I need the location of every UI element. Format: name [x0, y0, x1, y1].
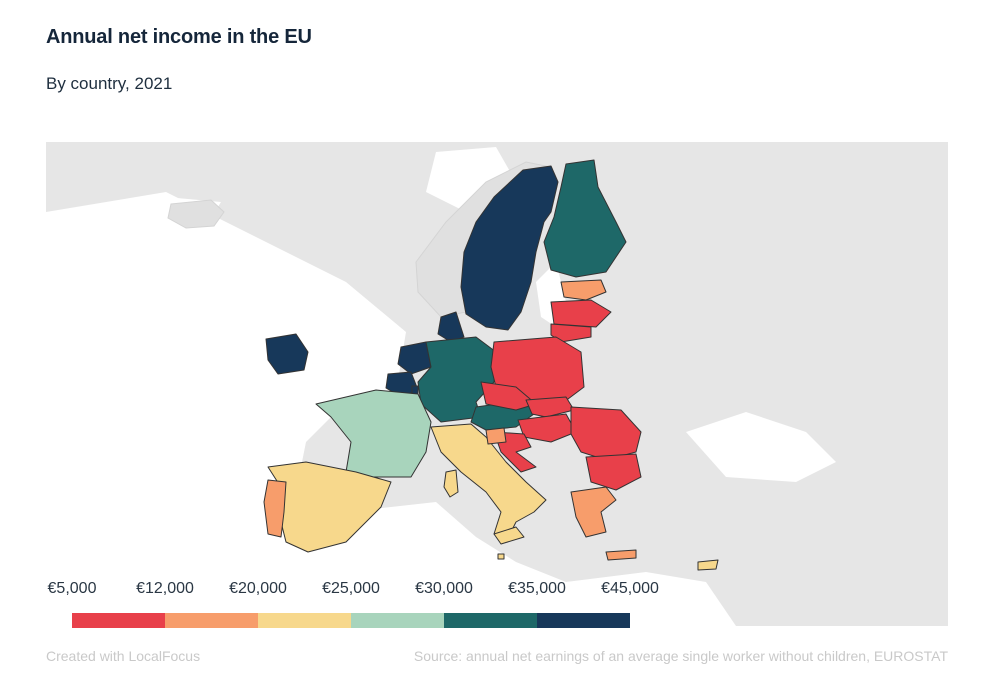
footer-credit: Created with LocalFocus — [46, 648, 201, 664]
country-sardinia — [443, 469, 459, 498]
iceland — [167, 199, 225, 229]
country-ireland — [265, 333, 309, 375]
legend-tick-5: €35,000 — [508, 580, 566, 597]
country-greece — [570, 486, 617, 538]
country-sicily — [493, 526, 525, 545]
legend-tick-3: €25,000 — [322, 580, 380, 597]
country-czechia — [480, 381, 537, 411]
eu-countries — [263, 159, 719, 571]
norwegian-sea — [426, 147, 516, 212]
legend-swatch-5 — [537, 613, 630, 628]
country-cyprus — [697, 559, 719, 571]
legend-swatch-4 — [444, 613, 537, 628]
country-portugal — [263, 479, 287, 538]
legend-swatch-3 — [351, 613, 444, 628]
country-italy — [430, 423, 547, 543]
country-bulgaria — [585, 453, 642, 491]
country-slovenia — [485, 427, 507, 445]
legend-tick-1: €12,000 — [136, 580, 194, 597]
country-latvia — [550, 299, 612, 328]
legend-swatch-1 — [165, 613, 258, 628]
country-finland — [543, 159, 627, 278]
footer-source: Source: annual net earnings of an averag… — [413, 648, 948, 664]
legend-tick-0: €5,000 — [47, 580, 97, 597]
legend-swatch-2 — [258, 613, 351, 628]
chart-subtitle: By country, 2021 — [46, 74, 173, 93]
mediterranean-sea — [246, 502, 736, 626]
country-lithuania — [550, 323, 592, 343]
country-luxembourg — [411, 385, 419, 395]
legend-tick-4: €30,000 — [415, 580, 473, 597]
legend-color-bar — [72, 613, 630, 628]
country-malta — [497, 553, 505, 560]
country-netherlands — [397, 341, 432, 375]
europe-map — [46, 142, 948, 626]
black-sea — [686, 412, 836, 482]
country-sweden — [460, 165, 559, 331]
map-svg — [46, 142, 948, 626]
country-slovakia — [525, 396, 575, 418]
country-france — [315, 389, 432, 478]
country-estonia — [560, 279, 607, 301]
chart-title: Annual net income in the EU — [46, 26, 312, 48]
legend-tick-labels: €5,000 €12,000 €20,000 €25,000 €30,000 €… — [46, 580, 686, 602]
legend-swatch-0 — [72, 613, 165, 628]
legend-tick-6: €45,000 — [601, 580, 659, 597]
legend-tick-2: €20,000 — [229, 580, 287, 597]
country-crete — [605, 549, 637, 561]
atlantic-sea — [46, 192, 406, 626]
